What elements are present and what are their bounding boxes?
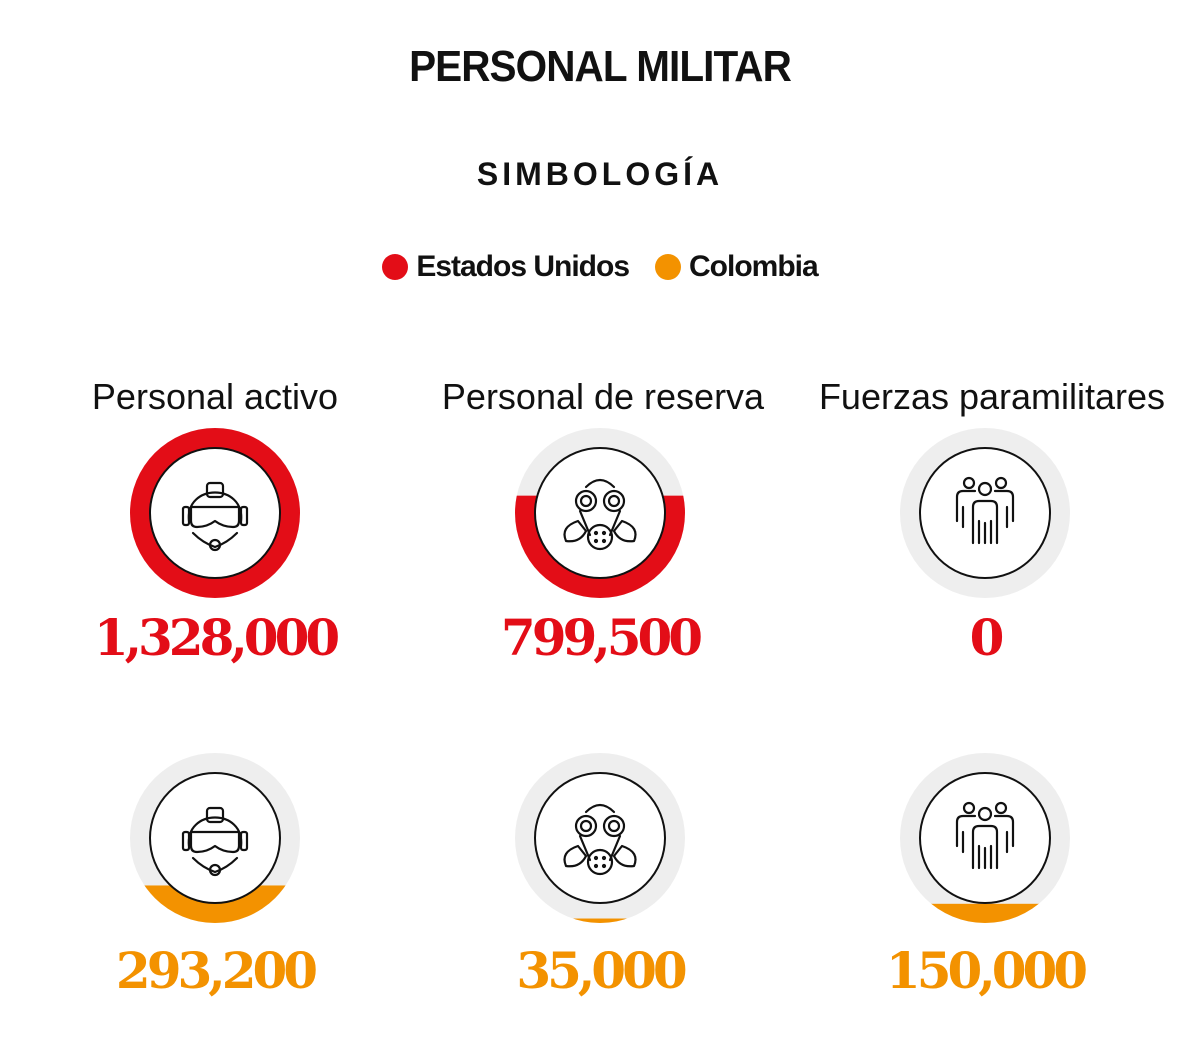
legend-label: Colombia <box>689 250 819 283</box>
gauge-estados-unidos-2: 0 <box>900 428 1070 667</box>
icon-circle <box>534 772 666 904</box>
value-label: 293,200 <box>116 941 316 1000</box>
icon-circle <box>149 772 281 904</box>
gauge-colombia-0: 293,200 <box>116 753 320 1000</box>
legend-title: SIMBOLOGÍA <box>476 156 724 192</box>
legend-label: Estados Unidos <box>416 250 630 283</box>
icon-circle <box>149 447 281 579</box>
gas-mask-icon <box>563 803 637 876</box>
legend-dot-colombia <box>655 254 682 280</box>
category-label: Fuerzas paramilitares <box>818 376 1166 417</box>
pilot-helmet-icon <box>181 481 249 552</box>
legend-item-colombia: Colombia <box>655 250 819 284</box>
gauge-colombia-1: 35,000 <box>515 753 690 1000</box>
icon-circle <box>534 447 666 579</box>
group-people-icon <box>955 476 1015 545</box>
pilot-helmet-icon <box>181 806 249 877</box>
legend: Estados Unidos Colombia <box>0 250 1200 284</box>
value-label: 35,000 <box>516 941 686 1000</box>
value-label: 0 <box>970 608 1003 667</box>
icon-circle <box>919 772 1051 904</box>
gauge-estados-unidos-0: 1,328,000 <box>94 428 342 667</box>
icon-circle <box>919 447 1051 579</box>
gas-mask-icon <box>563 478 637 551</box>
gauge-estados-unidos-1: 799,500 <box>501 428 705 667</box>
gauge-colombia-2: 150,000 <box>886 753 1090 1000</box>
page-title: PERSONAL MILITAR <box>409 42 792 91</box>
category-label: Personal activo <box>91 376 339 417</box>
gauge-fill <box>515 918 685 923</box>
value-label: 1,328,000 <box>94 608 339 667</box>
group-people-icon <box>955 801 1015 870</box>
gauge-fill <box>900 903 1070 923</box>
legend-item-usa: Estados Unidos <box>382 250 630 284</box>
value-label: 150,000 <box>886 941 1086 1000</box>
value-label: 799,500 <box>501 608 701 667</box>
legend-dot-usa <box>382 254 409 280</box>
category-label: Personal de reserva <box>441 376 765 417</box>
